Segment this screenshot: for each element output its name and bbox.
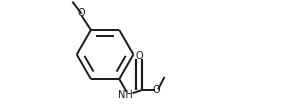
Text: O: O: [135, 51, 143, 61]
Text: O: O: [78, 8, 85, 18]
Text: O: O: [152, 85, 160, 95]
Text: NH: NH: [118, 90, 133, 100]
